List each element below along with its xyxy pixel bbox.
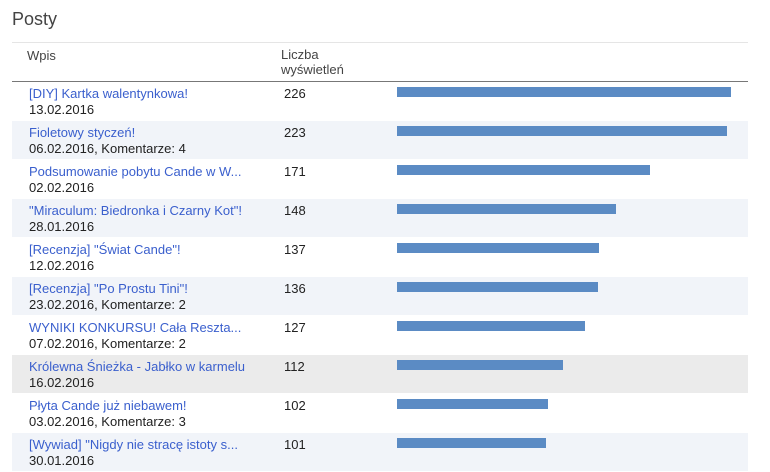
post-cell: "Miraculum: Biedronka i Czarny Kot"! 28.… <box>29 203 269 234</box>
post-meta: 06.02.2016, Komentarze: 4 <box>29 141 186 156</box>
table-row: WYNIKI KONKURSU! Cała Reszta... 07.02.20… <box>12 316 748 355</box>
bar-track <box>397 165 737 175</box>
posts-table: Wpis Liczba wyświetleń [DIY] Kartka wale… <box>12 42 748 472</box>
views-bar <box>397 438 546 448</box>
bar-track <box>397 438 737 448</box>
views-bar <box>397 282 598 292</box>
bar-track <box>397 204 737 214</box>
post-title-link[interactable]: Fioletowy styczeń! <box>29 125 136 140</box>
view-count: 226 <box>284 86 306 101</box>
table-row: [Recenzja] "Po Prostu Tini"! 23.02.2016,… <box>12 277 748 316</box>
post-cell: Podsumowanie pobytu Cande w W... 02.02.2… <box>29 164 269 195</box>
post-meta: 07.02.2016, Komentarze: 2 <box>29 336 186 351</box>
post-title-link[interactable]: Podsumowanie pobytu Cande w W... <box>29 164 242 179</box>
post-cell: Królewna Śnieżka - Jabłko w karmelu 16.0… <box>29 359 269 390</box>
post-cell: WYNIKI KONKURSU! Cała Reszta... 07.02.20… <box>29 320 269 351</box>
table-row: [DIY] Kartka walentynkowa! 13.02.2016 22… <box>12 82 748 121</box>
post-meta: 16.02.2016 <box>29 375 95 390</box>
panel-title: Posty <box>12 9 58 29</box>
views-bar <box>397 87 731 97</box>
views-bar <box>397 126 727 136</box>
bar-track <box>397 360 737 370</box>
column-header-views: Liczba wyświetleń <box>281 47 344 77</box>
post-title-link[interactable]: Płyta Cande już niebawem! <box>29 398 187 413</box>
post-meta: 03.02.2016, Komentarze: 3 <box>29 414 186 429</box>
post-title-link[interactable]: [DIY] Kartka walentynkowa! <box>29 86 188 101</box>
view-count: 148 <box>284 203 306 218</box>
column-header-views-line2: wyświetleń <box>281 62 344 77</box>
post-title-link[interactable]: [Wywiad] "Nigdy nie stracę istoty s... <box>29 437 238 452</box>
post-title-link[interactable]: WYNIKI KONKURSU! Cała Reszta... <box>29 320 242 335</box>
view-count: 223 <box>284 125 306 140</box>
post-title-link[interactable]: [Recenzja] "Świat Cande"! <box>29 242 181 257</box>
bar-track <box>397 321 737 331</box>
post-title-link[interactable]: [Recenzja] "Po Prostu Tini"! <box>29 281 188 296</box>
views-bar <box>397 165 650 175</box>
bar-track <box>397 243 737 253</box>
post-meta: 13.02.2016 <box>29 102 95 117</box>
view-count: 137 <box>284 242 306 257</box>
table-row: [Recenzja] "Świat Cande"! 12.02.2016 137 <box>12 238 748 277</box>
bar-track <box>397 282 737 292</box>
table-row: [Wywiad] "Nigdy nie stracę istoty s... 3… <box>12 433 748 472</box>
table-row: Płyta Cande już niebawem! 03.02.2016, Ko… <box>12 394 748 433</box>
bar-track <box>397 87 737 97</box>
bar-track <box>397 126 737 136</box>
post-cell: Płyta Cande już niebawem! 03.02.2016, Ko… <box>29 398 269 429</box>
views-bar <box>397 243 599 253</box>
post-title-link[interactable]: "Miraculum: Biedronka i Czarny Kot"! <box>29 203 242 218</box>
views-bar <box>397 204 616 214</box>
view-count: 112 <box>284 359 305 374</box>
post-cell: [Recenzja] "Po Prostu Tini"! 23.02.2016,… <box>29 281 269 312</box>
view-count: 101 <box>284 437 306 452</box>
post-title-link[interactable]: Królewna Śnieżka - Jabłko w karmelu <box>29 359 246 374</box>
post-cell: Fioletowy styczeń! 06.02.2016, Komentarz… <box>29 125 269 156</box>
post-cell: [DIY] Kartka walentynkowa! 13.02.2016 <box>29 86 269 117</box>
post-meta: 12.02.2016 <box>29 258 95 273</box>
table-row: Fioletowy styczeń! 06.02.2016, Komentarz… <box>12 121 748 160</box>
table-header: Wpis Liczba wyświetleń <box>12 42 748 82</box>
table-row: Podsumowanie pobytu Cande w W... 02.02.2… <box>12 160 748 199</box>
column-header-post: Wpis <box>27 48 56 63</box>
post-cell: [Recenzja] "Świat Cande"! 12.02.2016 <box>29 242 269 273</box>
post-meta: 28.01.2016 <box>29 219 95 234</box>
view-count: 136 <box>284 281 306 296</box>
post-meta: 30.01.2016 <box>29 453 95 468</box>
views-bar <box>397 360 563 370</box>
view-count: 102 <box>284 398 306 413</box>
column-header-views-line1: Liczba <box>281 47 319 62</box>
view-count: 127 <box>284 320 306 335</box>
table-row: Królewna Śnieżka - Jabłko w karmelu 16.0… <box>12 355 748 394</box>
bar-track <box>397 399 737 409</box>
views-bar <box>397 321 585 331</box>
post-cell: [Wywiad] "Nigdy nie stracę istoty s... 3… <box>29 437 269 468</box>
table-body: [DIY] Kartka walentynkowa! 13.02.2016 22… <box>12 82 748 472</box>
post-meta: 02.02.2016 <box>29 180 95 195</box>
views-bar <box>397 399 548 409</box>
post-meta: 23.02.2016, Komentarze: 2 <box>29 297 186 312</box>
view-count: 171 <box>284 164 306 179</box>
table-row: "Miraculum: Biedronka i Czarny Kot"! 28.… <box>12 199 748 238</box>
